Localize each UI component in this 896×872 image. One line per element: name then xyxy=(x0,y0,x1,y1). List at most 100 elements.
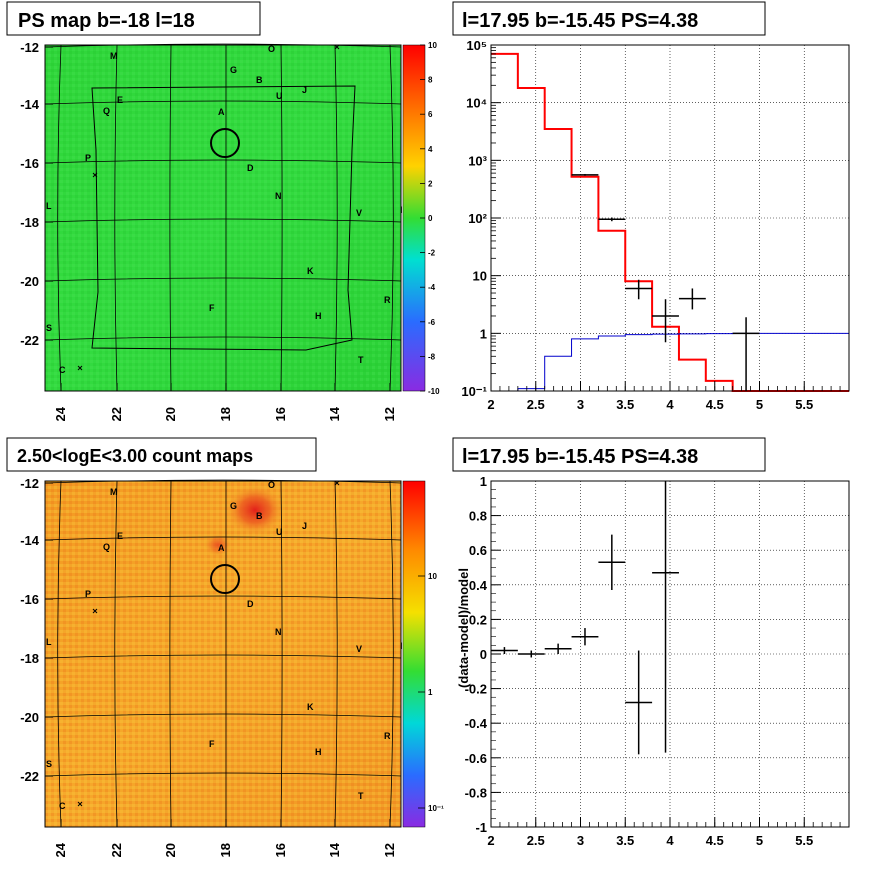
map-source-label-q: Q xyxy=(103,106,110,116)
spectrum-x-tick-label: 5 xyxy=(756,397,763,412)
map-source-label-r: R xyxy=(384,731,391,741)
residual-x-tick-label: 4.5 xyxy=(706,833,724,848)
residual-plot: 2 2.5 3 3.5 4 4.5 5 5.5 1 0.8 0.6 0.4 0.2 0 -0.2 -0.4 -0… xyxy=(456,474,850,848)
map-x-tick-label: 22 xyxy=(109,843,124,857)
residual-x-tick-label: 5.5 xyxy=(795,833,813,848)
map-source-label-k: K xyxy=(307,702,314,712)
count-map-hotspot-a xyxy=(204,533,232,557)
map-source-label-r: R xyxy=(384,295,391,305)
spectrum-y-tick-label: 10⁻¹ xyxy=(461,384,487,399)
map-x-tick-label: 18 xyxy=(218,843,233,857)
map-source-cross xyxy=(334,44,340,50)
map-x-tick-label: 16 xyxy=(273,407,288,421)
map-y-tick-label: -22 xyxy=(20,333,39,348)
map-grid-latitude xyxy=(44,277,402,282)
residual-x-tick-label: 5 xyxy=(756,833,763,848)
map-grid-longitude xyxy=(334,44,338,392)
colorbar-tick-label: 4 xyxy=(428,145,433,154)
map-y-tick-label: -12 xyxy=(20,476,39,491)
map-source-label-e: E xyxy=(117,95,123,105)
count-map-axes: 24 22 20 18 16 14 12 -12 -14 -16 -18 -20 -22 xyxy=(20,476,397,857)
map-grid-longitude xyxy=(389,44,394,392)
spectrum-x-tick-label: 2.5 xyxy=(527,397,545,412)
residual-y-tick-label: 0.6 xyxy=(469,543,487,558)
residual-y-tick-label: 0.8 xyxy=(469,509,487,524)
map-y-tick-label: -14 xyxy=(20,533,40,548)
spectrum-plot: 2 2.5 3 3.5 4 4.5 5 5.5 10⁻¹ 1 10 10² 10³ 10⁴ 10⁵ xyxy=(461,38,850,412)
spectrum-x-tick-label: 2 xyxy=(487,397,494,412)
map-x-tick-label: 12 xyxy=(382,407,397,421)
map-y-tick-label: -14 xyxy=(20,97,40,112)
colorbar-tick-label: 2 xyxy=(428,179,433,188)
map-x-tick-label: 12 xyxy=(382,843,397,857)
colorbar-tick-label: 6 xyxy=(428,110,433,119)
residual-x-tick-label: 2.5 xyxy=(527,833,545,848)
map-grid-longitude xyxy=(169,480,172,828)
ps-map-region-outline xyxy=(91,85,356,351)
count-map-hotspot-b xyxy=(225,484,285,536)
title-box-top-left: PS map b=-18 l=18 xyxy=(6,1,261,36)
title-box-top-right: l=17.95 b=-15.45 PS=4.38 xyxy=(452,1,766,36)
title-box-bottom-right: l=17.95 b=-15.45 PS=4.38 xyxy=(452,437,766,472)
ps-map-grid xyxy=(44,43,402,392)
ps-map-axes: 24 22 20 18 16 14 12 -12 -14 -16 -18 -20 -22 xyxy=(20,40,397,421)
residual-y-axis-label: (data-model)/model xyxy=(456,568,471,688)
map-source-label-c: C xyxy=(59,801,66,811)
map-x-tick-label: 14 xyxy=(327,842,342,857)
map-source-label-l: L xyxy=(46,201,52,211)
map-x-tick-label: 24 xyxy=(53,842,68,857)
title-bottom-right: l=17.95 b=-15.45 PS=4.38 xyxy=(462,446,698,468)
colorbar-tick-label: -6 xyxy=(428,318,436,327)
count-map-colorbar: 10 1 10⁻¹ xyxy=(402,480,444,828)
map-source-label-m: M xyxy=(110,487,118,497)
map-grid-longitude xyxy=(169,44,172,392)
map-grid-latitude xyxy=(44,479,402,484)
map-source-label-p: P xyxy=(85,153,91,163)
map-source-label-j: J xyxy=(302,521,307,531)
map-source-label-n: N xyxy=(275,627,282,637)
residual-y-tick-label: -0.4 xyxy=(465,716,488,731)
count-map-grid xyxy=(44,479,402,828)
map-source-label-u: U xyxy=(276,91,283,101)
map-grid-longitude xyxy=(57,44,62,392)
spectrum-x-tick-label: 4 xyxy=(666,397,674,412)
map-y-tick-label: -16 xyxy=(20,592,39,607)
map-source-label-q: Q xyxy=(103,542,110,552)
map-source-label-e: E xyxy=(117,531,123,541)
ps-map-colorbar: 10 8 6 4 2 0 -2 -4 -6 -8 -10 xyxy=(402,41,440,396)
map-y-tick-label: -18 xyxy=(20,215,39,230)
count-map-colorbar-scale xyxy=(403,481,425,827)
map-source-label-f: F xyxy=(209,739,215,749)
spectrum-x-tick-label: 5.5 xyxy=(795,397,813,412)
colorbar-tick-label: -2 xyxy=(428,249,436,258)
spectrum-series-background xyxy=(491,332,849,392)
map-source-label-v: V xyxy=(356,644,362,654)
map-source-label-m: M xyxy=(110,51,118,61)
map-grid-latitude xyxy=(44,218,402,223)
map-grid-latitude xyxy=(44,43,402,48)
map-source-label-f: F xyxy=(209,303,215,313)
map-source-cross xyxy=(77,801,83,807)
residual-x-tick-label: 3.5 xyxy=(616,833,634,848)
title-top-right: l=17.95 b=-15.45 PS=4.38 xyxy=(462,10,698,32)
map-y-tick-label: -12 xyxy=(20,40,39,55)
map-x-tick-label: 18 xyxy=(218,407,233,421)
map-source-label-j: J xyxy=(302,85,307,95)
count-map-target-circle xyxy=(210,564,240,594)
residual-y-tick-label: -0.6 xyxy=(465,751,487,766)
map-source-label-h: H xyxy=(315,311,322,321)
spectrum-x-tick-label: 3.5 xyxy=(616,397,634,412)
title-top-left: PS map b=-18 l=18 xyxy=(18,10,195,32)
spectrum-y-tick-label: 10² xyxy=(468,211,487,226)
map-grid-latitude xyxy=(44,336,402,341)
map-source-label-a: A xyxy=(218,543,225,553)
map-y-tick-label: -18 xyxy=(20,651,39,666)
residual-y-tick-label: 0.2 xyxy=(469,612,487,627)
map-source-label-o: O xyxy=(268,480,275,490)
map-y-tick-label: -20 xyxy=(20,274,39,289)
colorbar-tick-label: -10 xyxy=(428,387,440,396)
map-source-label-g: G xyxy=(230,65,237,75)
